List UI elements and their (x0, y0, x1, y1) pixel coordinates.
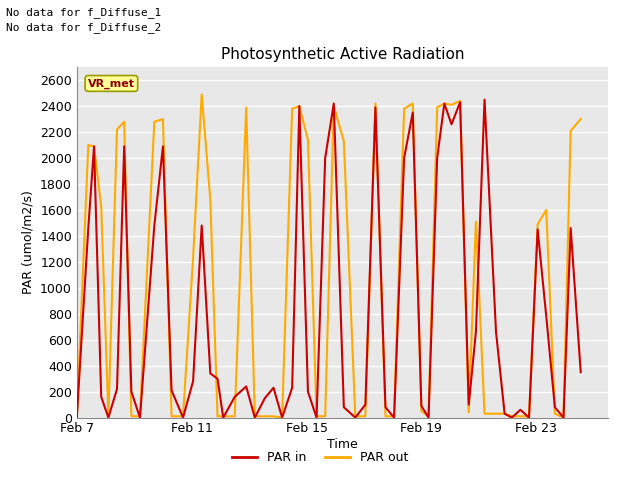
PAR in (447, 121, 455, 127)
PAR in (508, 415, 516, 420)
PAR out (577, 116, 584, 122)
PAR in (481, 97, 488, 103)
PAR out (456, 98, 464, 104)
PAR in (198, 223, 205, 228)
PAR out (508, 413, 516, 419)
PAR out (207, 197, 214, 203)
Legend: PAR in, PAR out: PAR in, PAR out (227, 446, 413, 469)
PAR out (189, 255, 197, 261)
Text: VR_met: VR_met (88, 78, 135, 89)
PAR out (73, 415, 81, 420)
PAR in (73, 415, 81, 420)
Text: No data for f_Diffuse_1: No data for f_Diffuse_1 (6, 7, 162, 18)
PAR in (577, 369, 584, 375)
PAR out (425, 413, 433, 419)
PAR in (417, 403, 425, 409)
Title: Photosynthetic Active Radiation: Photosynthetic Active Radiation (221, 47, 464, 62)
Line: PAR in: PAR in (77, 100, 580, 418)
Y-axis label: PAR (umol/m2/s): PAR (umol/m2/s) (22, 191, 35, 294)
Line: PAR out: PAR out (77, 95, 580, 418)
PAR in (189, 378, 197, 384)
PAR out (559, 415, 567, 420)
PAR in (559, 415, 567, 420)
X-axis label: Time: Time (327, 438, 358, 451)
PAR out (198, 92, 205, 97)
Text: No data for f_Diffuse_2: No data for f_Diffuse_2 (6, 22, 162, 33)
